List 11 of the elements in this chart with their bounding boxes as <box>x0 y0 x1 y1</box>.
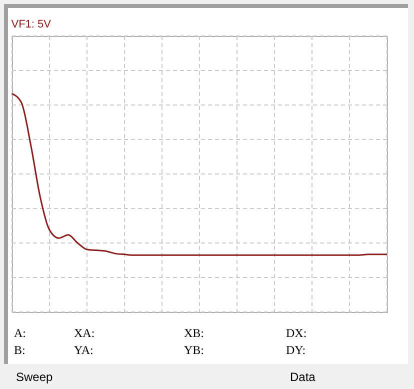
text: DY: <box>286 343 307 358</box>
text: Data <box>290 370 316 385</box>
text: YA: <box>74 343 94 358</box>
text: XB: <box>184 326 206 341</box>
text: XA: <box>74 326 96 341</box>
chart-title: VF1: 5V <box>11 18 52 30</box>
text: YB: <box>184 343 206 358</box>
text: B: <box>14 343 26 358</box>
text: A: <box>14 326 27 341</box>
text: Sweep <box>16 370 53 385</box>
text: DX: <box>286 326 308 341</box>
